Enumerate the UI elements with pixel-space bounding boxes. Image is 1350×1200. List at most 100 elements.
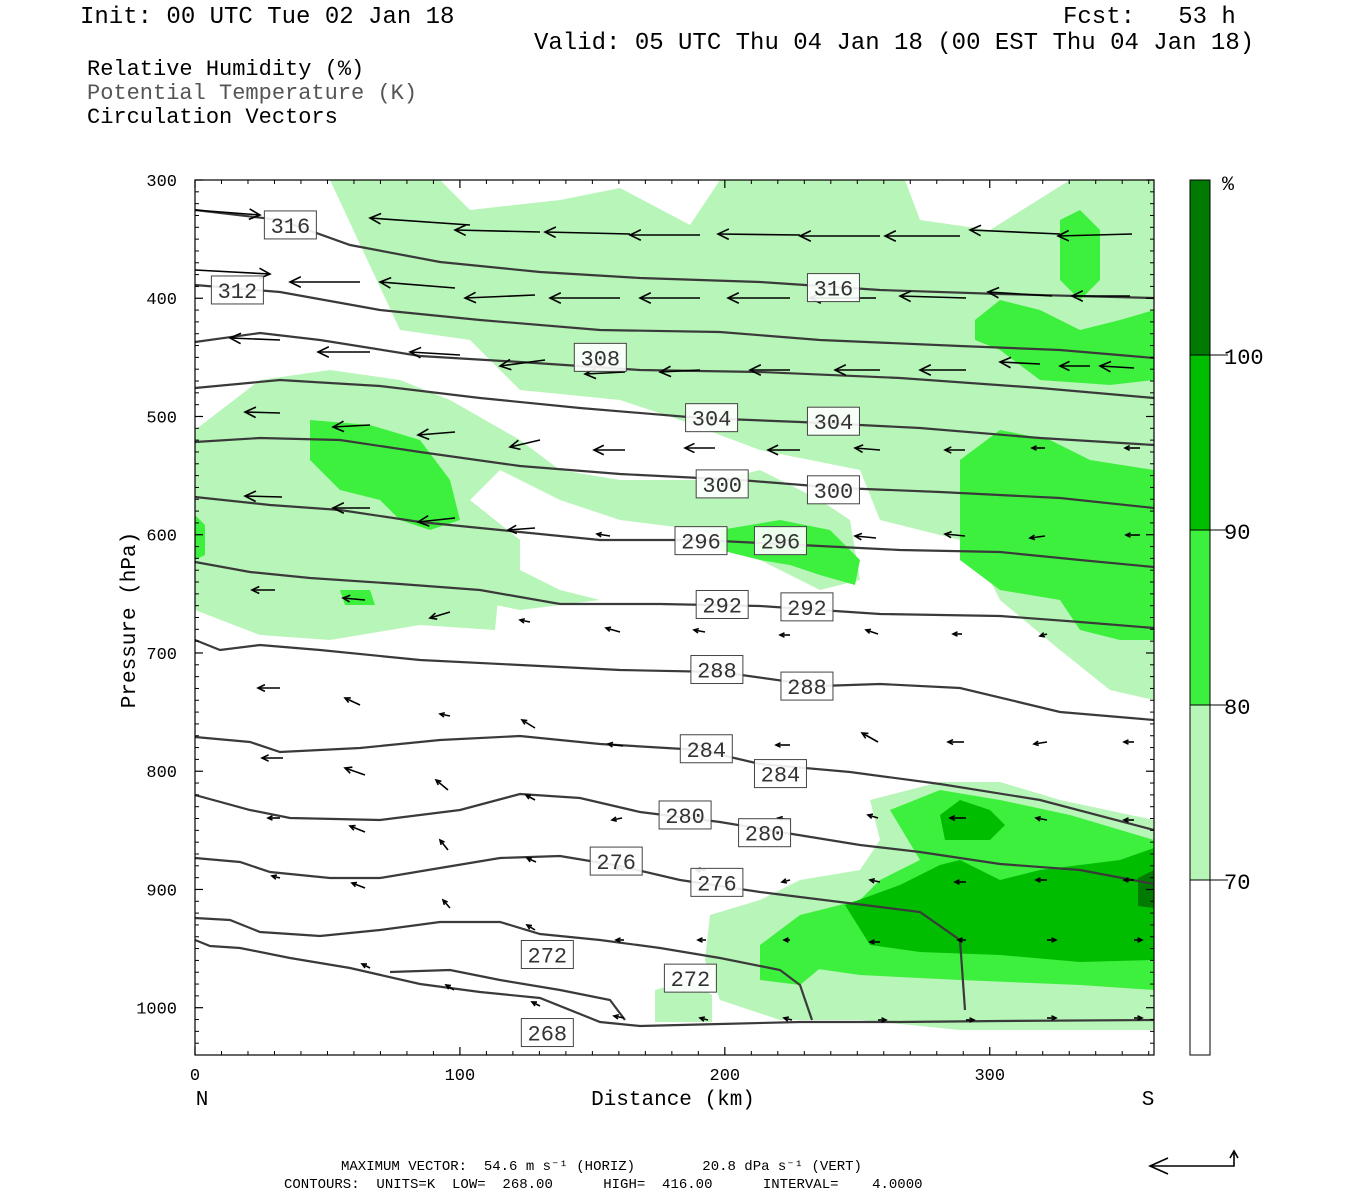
legend-vectors: Circulation Vectors (87, 105, 338, 130)
isentrope-line (195, 495, 1154, 569)
contour-label-layer: 316 312 316 308 304 304 300 300 296 296 292 292 288 2… (210, 210, 860, 1048)
y-tick-label: 700 (146, 646, 177, 665)
wind-vector (525, 924, 536, 931)
theta-label: 288 (780, 671, 834, 701)
colorbar-band (1190, 355, 1210, 530)
wind-vector (610, 816, 623, 823)
theta-label: 288 (690, 655, 744, 685)
isentrope-line (195, 560, 1154, 630)
wind-vector (798, 230, 880, 242)
theta-label-text: 296 (681, 531, 721, 556)
theta-label: 280 (738, 818, 792, 848)
wind-vector (1070, 290, 1130, 302)
y-tick-label: 900 (146, 882, 177, 901)
theta-label: 292 (695, 589, 749, 619)
theta-label: 308 (573, 342, 627, 372)
theta-label: 296 (674, 526, 728, 556)
wind-vector (524, 794, 536, 801)
wind-vector (270, 874, 281, 880)
theta-label: 268 (520, 1018, 574, 1048)
x-tick-label: 0 (190, 1067, 200, 1086)
wind-vector (968, 224, 1061, 237)
wind-vector (1058, 360, 1090, 372)
y-tick-label: 800 (146, 764, 177, 783)
wind-vector (530, 1001, 541, 1007)
wind-vector (256, 683, 280, 693)
wind-vector (316, 346, 370, 358)
wind-vector (243, 406, 281, 419)
colorbar-band (1190, 880, 1210, 1055)
wind-vector (243, 490, 283, 503)
wind-vector (525, 857, 537, 863)
colorbar: 100 90 80 70% (1189, 174, 1264, 1056)
wind-vector (774, 742, 790, 748)
wind-vector (1034, 877, 1047, 883)
isentrope-line (195, 854, 967, 1011)
theta-label: 300 (695, 469, 749, 499)
wind-vector (592, 444, 625, 456)
wind-vector (614, 937, 624, 943)
rh-70-region (330, 180, 1154, 700)
wind-vector (1034, 815, 1048, 822)
wind-vector (606, 741, 624, 748)
wind-vector (438, 838, 449, 851)
theta-label-text: 284 (761, 764, 801, 789)
wind-vector (692, 627, 706, 634)
wind-vector (956, 937, 966, 943)
y-axis-label: Pressure (hPa) (119, 532, 142, 708)
wind-vector (331, 420, 371, 433)
wind-vector (853, 444, 881, 454)
wind-vector (868, 877, 881, 884)
wind-vector (508, 439, 541, 451)
theta-label-text: 288 (697, 660, 737, 685)
wind-vector (866, 813, 879, 819)
wind-vector (288, 276, 360, 288)
theta-label: 296 (753, 526, 807, 556)
wind-vector (782, 1016, 793, 1022)
rh-90-region (940, 800, 1005, 840)
wind-vector (868, 939, 880, 945)
wind-vector (1134, 937, 1144, 943)
theta-label: 300 (806, 475, 860, 505)
wind-vector (782, 937, 790, 943)
wind-vector (860, 732, 879, 743)
wind-vector (883, 230, 960, 242)
theta-label: 276 (690, 867, 744, 897)
wind-vector (778, 632, 790, 638)
wind-vector (948, 814, 966, 822)
wind-vector (748, 364, 790, 376)
theta-label: 272 (663, 963, 717, 993)
rh-70-region (195, 560, 600, 615)
wind-vector (966, 1017, 976, 1023)
theta-label-text: 316 (271, 215, 311, 240)
wind-vector (343, 766, 366, 776)
theta-label-text: 268 (528, 1023, 568, 1048)
wind-vector (350, 881, 366, 889)
wind-vector (726, 292, 790, 304)
wind-vector (1032, 740, 1048, 747)
rh-80-region (1060, 210, 1100, 300)
theta-label-text: 284 (686, 739, 726, 764)
wind-vector (696, 937, 706, 943)
wind-vector (612, 1013, 625, 1020)
wind-vector (1134, 1015, 1144, 1021)
theta-label-text: 304 (814, 411, 854, 436)
wind-vector (878, 1017, 888, 1023)
isentrope-line (195, 734, 1154, 832)
y-tick-label: 600 (146, 528, 177, 547)
isentrope-line (195, 378, 1154, 447)
theta-label-text: 288 (787, 676, 827, 701)
x-tick-label: 300 (974, 1067, 1005, 1086)
isentrope-line (389, 968, 626, 1021)
axes-layer: 300 400 500 600 700 800 900 1000 0 100 200 300 Dista… (119, 173, 1154, 1112)
wind-vector (1098, 360, 1135, 373)
theta-label-text: 276 (596, 851, 636, 876)
colorbar-band (1190, 530, 1210, 705)
wind-vector (638, 292, 700, 304)
wind-vector (898, 290, 967, 303)
footer-contours: CONTOURS: UNITS=K LOW= 268.00 HIGH= 416.… (284, 1177, 923, 1193)
wind-vector (1028, 534, 1046, 541)
colorbar-unit: % (1222, 174, 1235, 197)
theta-label: 316 (806, 273, 860, 303)
wind-vector (683, 442, 715, 454)
